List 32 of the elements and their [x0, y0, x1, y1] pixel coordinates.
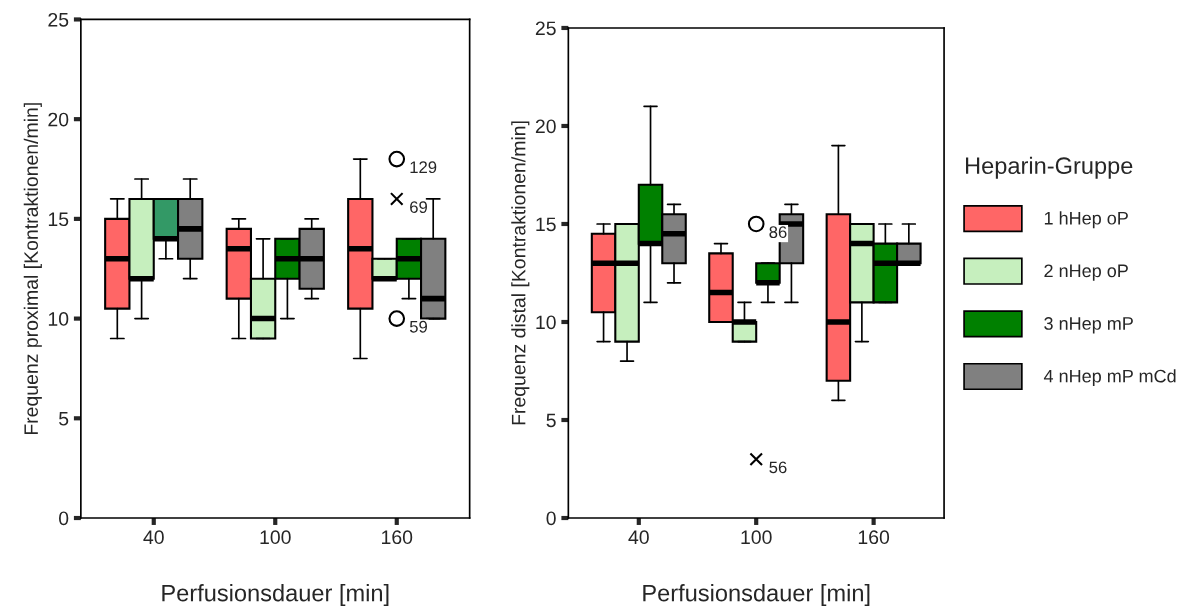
y-tick-label: 5	[546, 413, 556, 428]
x-axis-title: Perfusionsdauer [min]	[643, 584, 870, 607]
x-tick-label: 100	[260, 530, 291, 545]
y-tick-label: 25	[48, 12, 69, 27]
y-tick-label: 25	[535, 21, 556, 36]
legend-label: 2 nHep oP	[1044, 264, 1128, 281]
y-axis-title: Frequenz proximal [Kontraktionen/min]	[23, 103, 42, 435]
y-tick-label: 10	[536, 315, 556, 330]
x-tick-label: 100	[741, 530, 772, 545]
y-tick-label: 0	[58, 511, 69, 526]
y-tick-label: 0	[546, 511, 556, 526]
y-tick-label: 20	[535, 119, 556, 134]
y-tick-label: 10	[48, 312, 69, 326]
x-tick-label: 160	[382, 530, 413, 545]
legend-label: 1 hHep oP	[1044, 211, 1128, 229]
y-tick-label: 15	[48, 212, 69, 227]
x-tick-label: 160	[858, 530, 890, 545]
y-tick-label: 15	[536, 217, 556, 232]
annotation: 69	[410, 201, 427, 213]
annotation: 56	[769, 461, 787, 474]
x-axis-title: Perfusionsdauer [min]	[162, 584, 389, 607]
x-tick-label: 40	[143, 530, 164, 545]
y-tick-label: 5	[59, 411, 69, 426]
annotation: 59	[409, 320, 427, 333]
annotation: 86	[769, 226, 787, 239]
legend-title: Heparin-Gruppe	[966, 156, 1133, 179]
x-tick-label: 40	[628, 530, 649, 545]
legend-label: 4 nHep mP mCd	[1043, 369, 1176, 387]
y-tick-label: 20	[48, 112, 69, 127]
annotation: 129	[410, 161, 437, 174]
y-axis-title: Frequenz distal [Kontraktionen/min]	[511, 121, 530, 425]
legend-label: 3 nHep mP	[1044, 317, 1133, 334]
